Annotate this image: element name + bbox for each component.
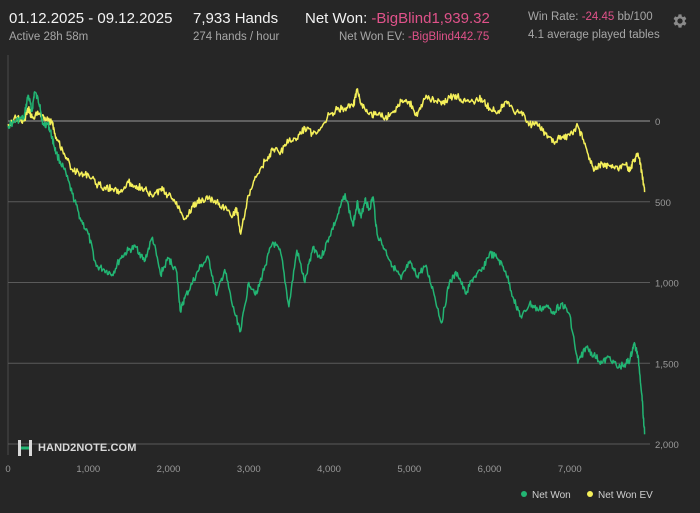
y-tick-label: 500 [655, 198, 671, 209]
x-tick-label: 1,000 [76, 464, 100, 475]
legend-net-won-swatch [521, 491, 527, 497]
series-net-won-ev-line [7, 88, 646, 235]
x-tick-label: 4,000 [317, 464, 341, 475]
net-won-label: Net Won: [305, 10, 372, 27]
y-tick-label: 1,500 [655, 359, 679, 370]
gear-icon[interactable] [671, 12, 689, 30]
legend-net-won-label: Net Won [532, 490, 571, 501]
x-tick-label: 6,000 [478, 464, 502, 475]
y-tick-label: 2,000 [655, 440, 679, 451]
hand2note-logo: HAND2NOTE.COM [17, 438, 136, 458]
net-won: Net Won: -BigBlind1,939.32 [305, 10, 490, 27]
net-won-ev-value: -BigBlind442.75 [408, 31, 490, 43]
win-rate-value: -24.45 [581, 11, 615, 23]
series-net-won-line [7, 91, 646, 435]
hands-per-hour: 274 hands / hour [193, 31, 280, 43]
x-tick-label: 0 [5, 464, 10, 475]
average-tables: 4.1 average played tables [528, 29, 660, 41]
net-won-value: -BigBlind1,939.32 [371, 10, 490, 27]
legend-net-won-ev-swatch [587, 491, 593, 497]
x-tick-label: 7,000 [558, 464, 582, 475]
net-won-ev-label: Net Won EV: [339, 31, 409, 43]
x-tick-label: 5,000 [397, 464, 421, 475]
net-won-ev: Net Won EV: -BigBlind442.75 [339, 31, 489, 43]
active-time: Active 28h 58m [9, 31, 89, 43]
win-rate-unit: bb/100 [614, 11, 653, 23]
y-tick-label: 0 [655, 117, 660, 128]
logo-text: HAND2NOTE.COM [38, 442, 137, 454]
win-rate-label: Win Rate: [528, 11, 582, 23]
legend-net-won[interactable]: Net Won [521, 490, 571, 501]
hands-count: 7,933 Hands [193, 10, 279, 27]
x-tick-label: 2,000 [157, 464, 181, 475]
x-tick-label: 3,000 [237, 464, 261, 475]
legend-net-won-ev[interactable]: Net Won EV [587, 490, 653, 501]
date-range: 01.12.2025 - 09.12.2025 [9, 10, 173, 27]
legend-net-won-ev-label: Net Won EV [598, 490, 653, 501]
y-tick-label: 1,000 [655, 279, 679, 290]
hand2note-logo-icon [18, 440, 32, 456]
win-rate: Win Rate: -24.45 bb/100 [528, 11, 653, 23]
